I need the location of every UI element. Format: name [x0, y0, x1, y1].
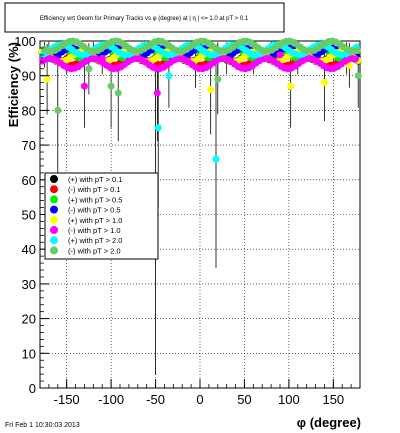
- y-tick-label: 10: [22, 346, 36, 361]
- legend-label: (-) with pT > 0.5: [68, 206, 121, 215]
- data-point: [352, 55, 360, 63]
- legend: (+) with pT > 0.1(-) with pT > 0.1(+) wi…: [44, 172, 159, 260]
- y-tick-label: 90: [22, 69, 36, 84]
- data-point: [214, 75, 222, 83]
- legend-marker: [50, 185, 58, 194]
- data-point: [212, 155, 220, 163]
- data-point: [54, 106, 62, 114]
- data-point: [320, 79, 328, 87]
- legend-box: [44, 172, 159, 260]
- legend-label: (+) with pT > 0.5: [68, 195, 122, 204]
- legend-label: (-) with pT > 1.0: [68, 226, 121, 235]
- title-box: [4, 2, 285, 33]
- data-point: [107, 82, 115, 90]
- y-tick-label: 60: [22, 173, 36, 188]
- legend-label: (+) with pT > 2.0: [68, 236, 122, 245]
- x-tick-label: 50: [237, 392, 251, 407]
- chart-title: Efficiency wrt Geom for Primary Tracks v…: [40, 16, 249, 22]
- legend-marker: [50, 246, 58, 255]
- y-tick-label: 20: [22, 312, 36, 327]
- data-point: [85, 65, 93, 73]
- timestamp: Fri Feb 1 10:30:03 2013: [5, 422, 80, 429]
- legend-label: (-) with pT > 2.0: [68, 246, 121, 255]
- y-tick-label: 80: [22, 103, 36, 118]
- data-point: [276, 51, 284, 59]
- y-tick-label: 100: [14, 34, 36, 49]
- x-tick-label: -100: [98, 392, 124, 407]
- y-tick-label: 70: [22, 138, 36, 153]
- legend-label: (+) with pT > 0.1: [68, 175, 122, 184]
- data-point: [153, 89, 161, 97]
- x-tick-label: -50: [146, 392, 165, 407]
- data-point: [80, 82, 88, 90]
- legend-marker: [50, 215, 58, 224]
- data-point: [287, 82, 295, 90]
- data-point: [98, 54, 106, 62]
- x-tick-label: 0: [196, 392, 203, 407]
- grid: [40, 41, 360, 388]
- data-point: [43, 75, 51, 83]
- axes: -150 -100 -50 0 50 100 150 0 10 20 30 40 50 60 70 80 90 1…: [14, 34, 361, 407]
- y-tick-label: 30: [22, 277, 36, 292]
- data-points: [38, 37, 362, 218]
- legend-label: (+) with pT > 1.0: [68, 216, 122, 225]
- legend-marker: [50, 195, 58, 204]
- x-tick-label: -150: [54, 392, 80, 407]
- data-point: [249, 51, 257, 59]
- y-tick-label: 0: [29, 381, 36, 396]
- legend-marker: [50, 205, 58, 214]
- data-point: [154, 124, 162, 132]
- y-tick-label: 50: [22, 208, 36, 223]
- data-point: [353, 47, 361, 55]
- x-axis-label: φ (degree): [297, 415, 361, 430]
- data-point: [354, 72, 362, 80]
- x-tick-label: 150: [322, 392, 344, 407]
- legend-label: (-) with pT > 0.1: [68, 185, 121, 194]
- legend-marker: [50, 236, 58, 245]
- legend-marker: [50, 175, 58, 183]
- data-point: [207, 86, 215, 94]
- x-tick-label: 100: [278, 392, 300, 407]
- data-point: [165, 72, 173, 80]
- y-axis-label: Efficiency (%): [6, 42, 21, 127]
- legend-marker: [50, 226, 58, 234]
- y-tick-label: 40: [22, 242, 36, 257]
- data-point: [114, 89, 122, 97]
